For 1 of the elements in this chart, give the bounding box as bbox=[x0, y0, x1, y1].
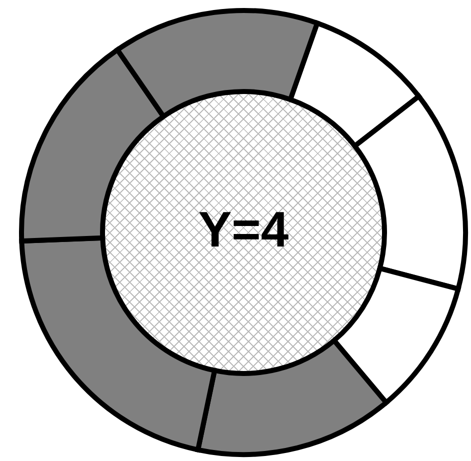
text: Y=4 bbox=[198, 201, 289, 258]
